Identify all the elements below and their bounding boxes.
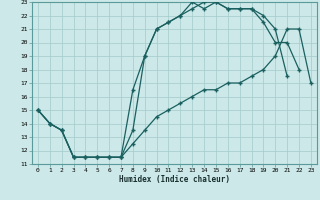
X-axis label: Humidex (Indice chaleur): Humidex (Indice chaleur) [119, 175, 230, 184]
